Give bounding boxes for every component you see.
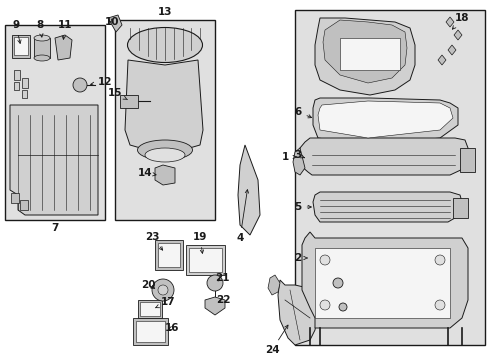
- Bar: [138, 300, 162, 318]
- Polygon shape: [302, 232, 467, 328]
- Circle shape: [338, 303, 346, 311]
- Text: 4: 4: [236, 190, 248, 243]
- Polygon shape: [267, 275, 280, 295]
- Text: 13: 13: [158, 7, 172, 17]
- Polygon shape: [312, 192, 461, 222]
- Text: 24: 24: [264, 325, 287, 355]
- Circle shape: [434, 255, 444, 265]
- Bar: [14, 37, 28, 55]
- Polygon shape: [55, 35, 72, 60]
- Text: 5: 5: [294, 202, 311, 212]
- Polygon shape: [10, 105, 98, 215]
- Text: 11: 11: [58, 20, 72, 39]
- Polygon shape: [317, 101, 452, 138]
- Bar: [20, 200, 28, 210]
- Bar: [14, 70, 20, 80]
- Text: 23: 23: [144, 232, 163, 250]
- Polygon shape: [297, 138, 469, 175]
- Bar: [34, 38, 50, 58]
- Bar: [314, 248, 449, 318]
- Bar: [140, 302, 160, 316]
- Polygon shape: [204, 297, 224, 315]
- Bar: [133, 318, 168, 345]
- Polygon shape: [108, 15, 122, 32]
- Ellipse shape: [34, 55, 50, 61]
- Polygon shape: [447, 45, 455, 55]
- Bar: [5, 25, 105, 220]
- Polygon shape: [125, 60, 203, 155]
- Ellipse shape: [137, 140, 192, 160]
- Polygon shape: [155, 165, 175, 185]
- Bar: [339, 38, 399, 70]
- Bar: [459, 148, 474, 172]
- Text: 20: 20: [141, 280, 155, 290]
- Bar: [22, 78, 28, 88]
- Polygon shape: [238, 145, 260, 235]
- Bar: [22, 90, 27, 98]
- Text: 18: 18: [451, 13, 468, 29]
- Text: 16: 16: [164, 323, 179, 333]
- Ellipse shape: [127, 27, 202, 63]
- Polygon shape: [314, 18, 414, 95]
- Circle shape: [152, 279, 174, 301]
- Text: 12: 12: [90, 77, 112, 87]
- Polygon shape: [437, 55, 445, 65]
- Circle shape: [158, 285, 168, 295]
- Circle shape: [332, 278, 342, 288]
- Text: 10: 10: [104, 17, 119, 27]
- Text: 14: 14: [138, 168, 156, 178]
- Polygon shape: [323, 20, 406, 83]
- Polygon shape: [453, 30, 461, 40]
- Ellipse shape: [145, 148, 184, 162]
- Polygon shape: [312, 98, 457, 145]
- Polygon shape: [292, 148, 305, 175]
- Bar: [11, 193, 19, 203]
- Bar: [155, 240, 183, 270]
- Bar: [115, 20, 215, 220]
- Text: 7: 7: [51, 223, 59, 233]
- Bar: [189, 248, 222, 272]
- Circle shape: [206, 275, 223, 291]
- Text: 15: 15: [107, 88, 127, 100]
- Text: 17: 17: [155, 297, 175, 308]
- Circle shape: [73, 78, 87, 92]
- Circle shape: [319, 300, 329, 310]
- Bar: [12, 35, 30, 58]
- Text: 6: 6: [294, 107, 311, 118]
- Circle shape: [319, 255, 329, 265]
- Bar: [14, 82, 19, 90]
- Bar: [452, 198, 467, 218]
- Text: 3: 3: [294, 150, 304, 160]
- Bar: [185, 245, 224, 275]
- Polygon shape: [278, 280, 317, 345]
- Ellipse shape: [34, 35, 50, 41]
- Bar: [158, 243, 180, 267]
- Bar: [294, 10, 484, 345]
- Circle shape: [434, 300, 444, 310]
- Text: 8: 8: [36, 20, 43, 37]
- Bar: [120, 95, 138, 108]
- Bar: [136, 321, 164, 342]
- Text: 21: 21: [214, 273, 229, 283]
- Polygon shape: [445, 17, 453, 27]
- Text: 22: 22: [215, 295, 230, 305]
- Text: 2: 2: [294, 253, 307, 263]
- Text: 9: 9: [12, 20, 21, 44]
- Text: 19: 19: [192, 232, 207, 253]
- Text: 1: 1: [281, 152, 296, 162]
